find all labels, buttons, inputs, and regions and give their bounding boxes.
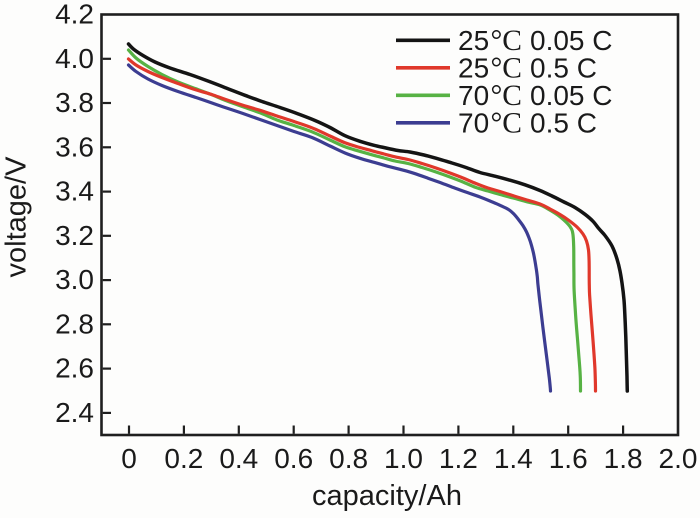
svg-text:3.0: 3.0 bbox=[55, 264, 94, 295]
svg-text:4.0: 4.0 bbox=[55, 43, 94, 74]
svg-text:2.6: 2.6 bbox=[55, 353, 94, 384]
svg-text:2.0: 2.0 bbox=[659, 443, 698, 474]
svg-text:25°C0.5 C: 25°C 0.5 C bbox=[458, 52, 597, 84]
svg-text:1.6: 1.6 bbox=[549, 443, 588, 474]
svg-text:1.0: 1.0 bbox=[384, 443, 423, 474]
svg-text:25°C0.05 C: 25°C 0.05 C bbox=[458, 25, 613, 57]
svg-text:0.8: 0.8 bbox=[329, 443, 368, 474]
svg-text:3.6: 3.6 bbox=[55, 131, 94, 162]
svg-text:0: 0 bbox=[121, 443, 137, 474]
svg-text:2.8: 2.8 bbox=[55, 308, 94, 339]
svg-text:0.6: 0.6 bbox=[274, 443, 313, 474]
svg-text:4.2: 4.2 bbox=[55, 0, 94, 30]
svg-text:capacity/Ah: capacity/Ah bbox=[312, 480, 462, 512]
svg-text:3.4: 3.4 bbox=[55, 176, 94, 207]
svg-text:70°C0.05 C: 70°C 0.05 C bbox=[458, 80, 613, 112]
svg-text:3.8: 3.8 bbox=[55, 87, 94, 118]
svg-text:3.2: 3.2 bbox=[55, 220, 94, 251]
svg-text:1.2: 1.2 bbox=[439, 443, 478, 474]
svg-text:0.2: 0.2 bbox=[164, 443, 203, 474]
svg-text:voltage/V: voltage/V bbox=[1, 156, 33, 278]
svg-text:1.4: 1.4 bbox=[494, 443, 533, 474]
svg-text:2.4: 2.4 bbox=[55, 397, 94, 428]
svg-text:0.4: 0.4 bbox=[219, 443, 258, 474]
svg-text:1.8: 1.8 bbox=[604, 443, 643, 474]
